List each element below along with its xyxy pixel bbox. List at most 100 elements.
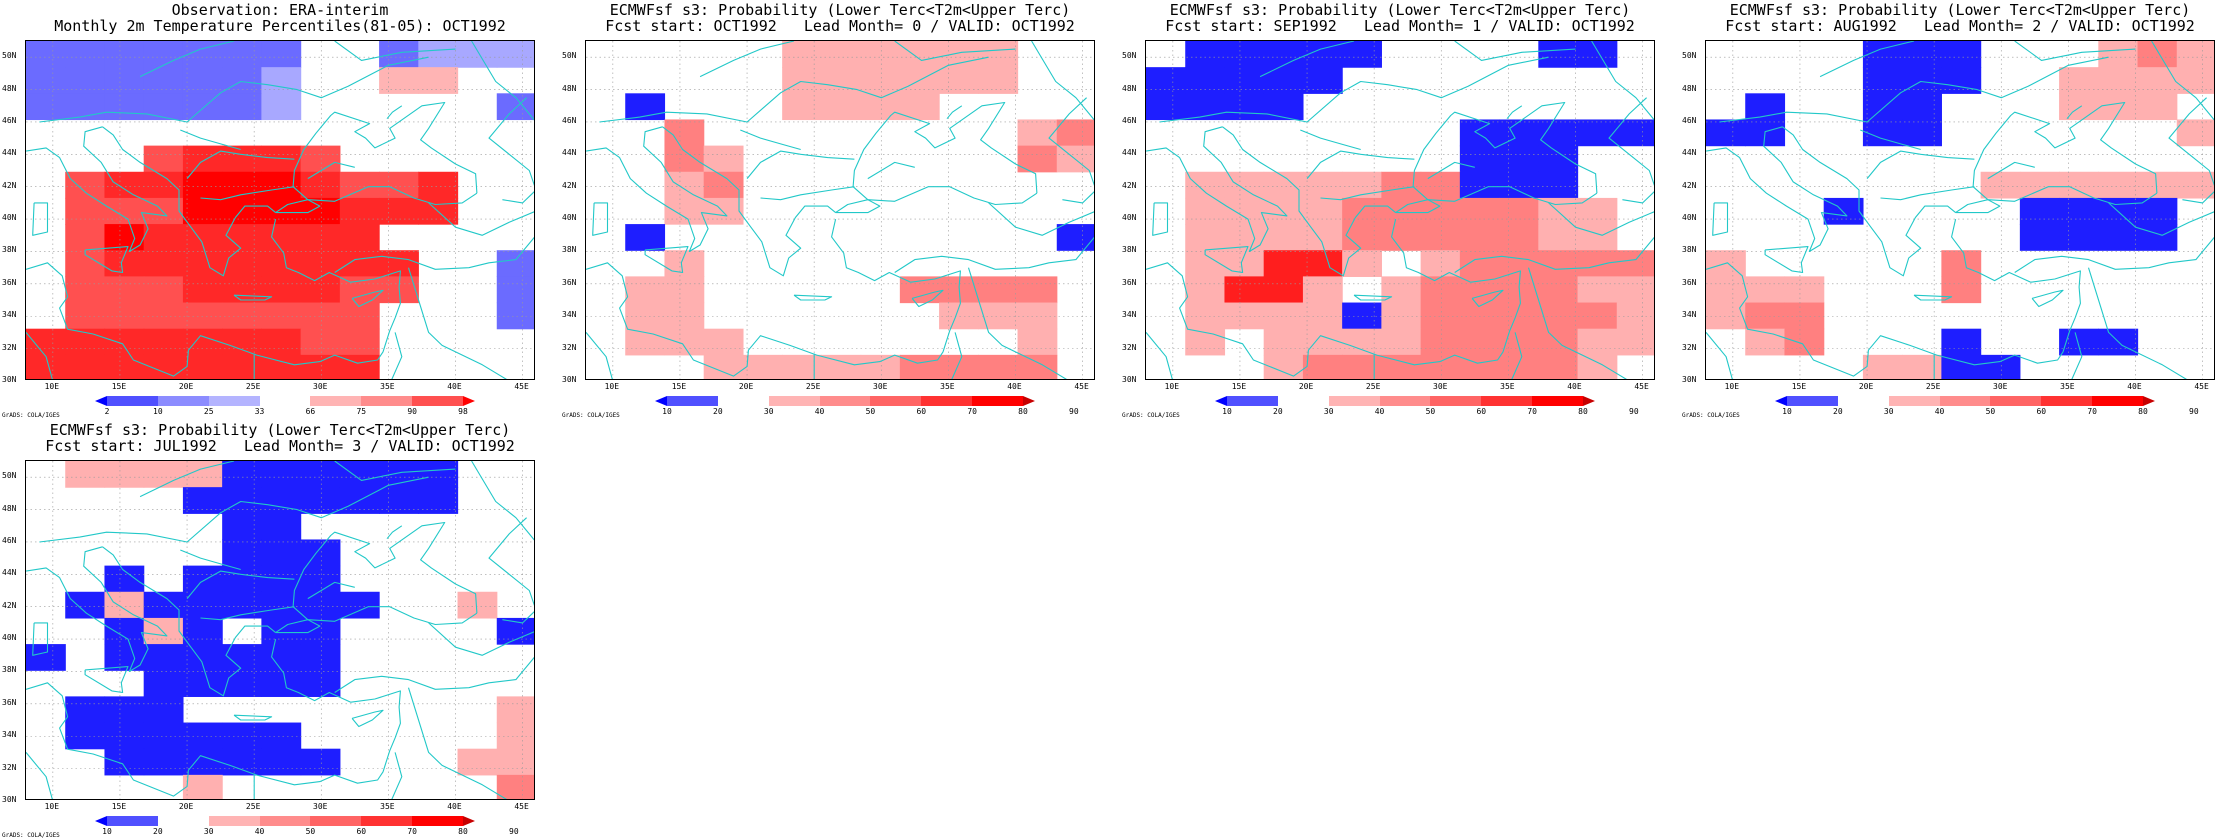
colorbar-segment [819,396,871,406]
colorbar-label: 10 [153,407,163,416]
grid-cell [2176,119,2214,147]
grid-cell [222,565,262,593]
grid-cell [300,250,341,277]
grid-cell [703,145,744,173]
grid-cell [261,617,302,645]
grid-cell [418,41,459,68]
colorbar-segment [870,396,922,406]
map-plot [1706,41,2214,379]
grid-cell [1941,328,1982,356]
grid-cell [143,302,184,330]
grid-cell [300,644,341,671]
colorbar-label: 90 [1629,407,1639,416]
colorbar [655,396,1035,406]
grid-cell [821,67,862,94]
grid-cell [1499,354,1539,379]
grid-cell [1577,250,1618,277]
grid-cell [222,748,262,776]
lat-tick-label: 50N [2,51,17,61]
grid-cell [104,328,145,356]
colorbar [1775,396,2155,406]
lon-tick-label: 20E [1858,382,1874,391]
grid-cell [143,67,184,94]
colorbar-segment [107,816,159,826]
coastlines [26,41,534,379]
colorbar-label: 10 [662,407,672,416]
lon-tick-label: 20E [1298,382,1314,391]
grid-cell [1706,119,1746,147]
grid-cell [978,276,1019,304]
lon-tick-label: 10E [1724,382,1740,391]
grid-cell [222,250,262,277]
grid-cell [1381,224,1422,251]
grid-cell [143,171,184,199]
grid-cell [339,171,380,199]
lat-tick-label: 48N [2,503,17,513]
grid-cell [26,93,66,121]
grid-cell [1302,197,1343,225]
colorbar-min-arrow [95,396,107,406]
lon-tick-label: 15E [671,382,687,391]
grid-cell [1499,119,1539,147]
grid-cell [1902,354,1942,379]
grid-cell [1263,67,1304,94]
grid-cell [625,302,666,330]
grid-cell [222,513,262,541]
colorbar-segment [1939,396,1991,406]
grid-cell [1538,171,1579,199]
grid-cell [1146,93,1186,121]
lat-tick-label: 46N [2,535,17,545]
grid-cell [222,276,262,304]
panel-forecast-lead2: ECMWFsf s3: Probability (Lower Terc<T2m<… [1680,0,2240,420]
grid-cell [104,565,145,593]
colorbar-segment [972,396,1024,406]
grid-cell [2059,328,2099,356]
grid-cell [1862,119,1903,147]
grid-cell [457,748,498,776]
grid-cell [821,41,862,68]
lon-tick-label: 10E [604,382,620,391]
map-frame [25,40,535,380]
grid-cell [300,328,341,356]
grid-cell [339,250,380,277]
lon-tick-label: 25E [1365,382,1381,391]
lat-tick-label: 50N [1122,51,1137,61]
panel-title: ECMWFsf s3: Probability (Lower Terc<T2m<… [1729,1,2191,19]
colorbar-max-arrow [1583,396,1595,406]
grid-cell [1224,171,1265,199]
grid-cell [1538,354,1579,379]
grid-cell [300,224,341,251]
grid-cell [496,748,534,776]
grid-cell [664,276,705,304]
colorbar-label: 75 [356,407,367,416]
lat-tick-label: 48N [1682,83,1697,93]
colorbar-label: 50 [305,827,316,836]
grid-cell [782,41,822,68]
grid-cell [1577,276,1618,304]
lat-tick-label: 30N [1682,375,1697,384]
grid-cell [261,722,302,750]
grid-cell [339,591,380,619]
grid-cell [1538,41,1579,68]
colorbar-min-arrow [1775,396,1787,406]
grid-cell [300,487,341,514]
grid-cell [261,171,302,199]
grid-cell [496,302,534,330]
colorbar-label: 30 [203,827,214,836]
grid-cell [26,41,66,68]
grid-cell [1577,224,1618,251]
panel-subtitle: Fcst start: AUG1992 Lead Month= 2 / VALI… [1725,17,2195,35]
grid-cell [1902,119,1942,147]
grid-cell [222,328,262,356]
lat-tick-label: 38N [2,665,17,675]
panel-title: Observation: ERA-interim [171,1,389,19]
grid-cell [496,41,534,68]
grid-cell [1017,119,1058,147]
grid-cell [625,224,666,251]
grid-cell [261,328,302,356]
grid-cell [104,276,145,304]
colorbar-max-arrow [2143,396,2155,406]
colorbar [95,396,475,406]
colorbar-label: 30 [1883,407,1894,416]
grid-cell [104,67,145,94]
